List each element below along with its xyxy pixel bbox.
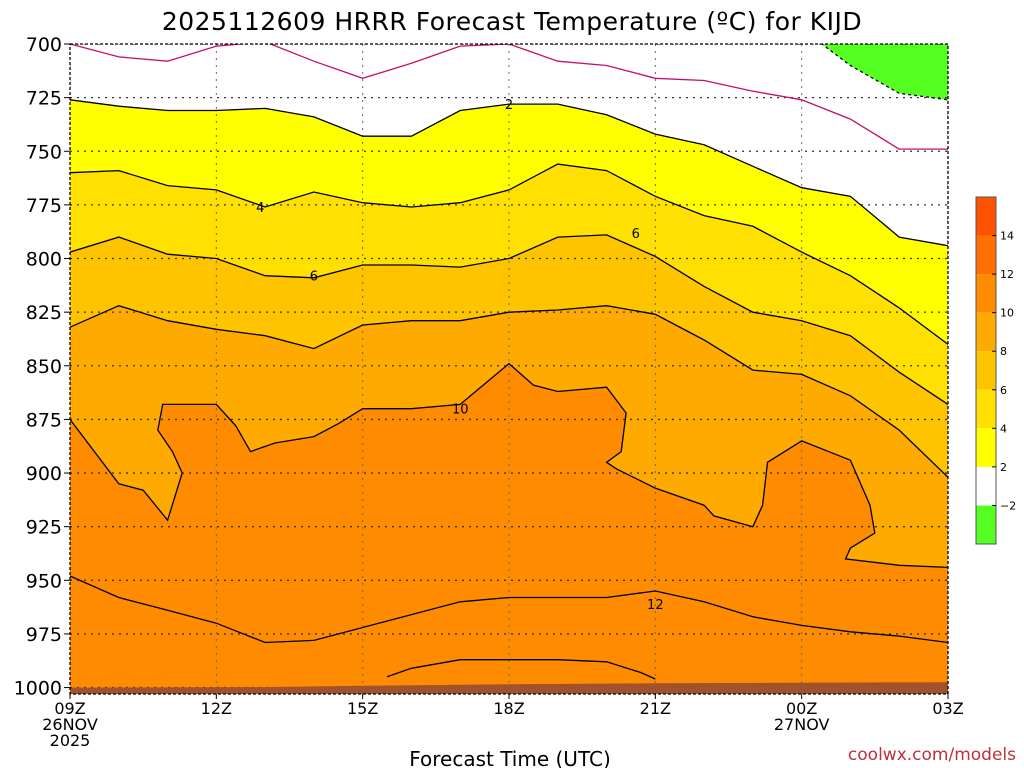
x-tick-label: 03Z — [932, 699, 963, 718]
plot-area: 2 4 6 6 10 12 — [69, 43, 949, 695]
y-tick-label: 800 — [26, 249, 62, 271]
colorbar-tick-label: 12 — [1000, 268, 1014, 281]
colorbar-bin — [976, 505, 996, 544]
x-tick-label: 09Z — [54, 699, 85, 718]
colorbar-tick-label: 2 — [1000, 461, 1007, 474]
fill-band-below-minus-2 — [821, 44, 948, 100]
colorbar-tick-label: 8 — [1000, 345, 1007, 358]
filled-contours: 2 4 6 6 10 12 — [70, 44, 948, 694]
colorbar-tick-label: 4 — [1000, 422, 1007, 435]
contour-label: 4 — [256, 201, 264, 216]
y-tick-label: 775 — [26, 195, 62, 217]
y-tick-label: 925 — [26, 517, 62, 539]
colorbar-bin — [976, 312, 996, 352]
contour-label: 6 — [310, 270, 318, 285]
y-tick-label: 825 — [26, 302, 62, 324]
colorbar-bin — [976, 466, 996, 506]
contour-label: 2 — [505, 98, 513, 113]
y-tick-label: 950 — [26, 570, 62, 592]
colorbar-frame — [975, 196, 997, 545]
x-tick-label: 27NOV — [774, 715, 830, 734]
colorbar-tick-label: 6 — [1000, 384, 1007, 397]
isotherm-8 — [70, 305, 948, 478]
isotherm-0 — [70, 44, 948, 150]
y-tick-label: 1000 — [14, 678, 62, 700]
x-tick-label: 26NOV — [42, 715, 98, 734]
contour-label: 10 — [452, 403, 469, 418]
credit-link[interactable]: coolwx.com/models — [848, 745, 1016, 765]
colorbar-bin — [976, 274, 996, 313]
y-tick-label: 750 — [26, 141, 62, 163]
y-tick-label: 900 — [26, 463, 62, 485]
x-tick-label: 15Z — [347, 699, 378, 718]
x-axis-label: Forecast Time (UTC) — [409, 747, 611, 768]
colorbar-bin — [976, 428, 996, 467]
colorbar-tick-label: −2 — [1000, 499, 1016, 512]
y-tick-label: 700 — [26, 34, 62, 56]
y-tick-label: 975 — [26, 624, 62, 646]
isotherm-6 — [70, 234, 948, 405]
colorbar-bin — [976, 197, 996, 236]
contour-label: 12 — [647, 598, 664, 613]
x-tick-label: 21Z — [640, 699, 671, 718]
y-tick-label: 875 — [26, 409, 62, 431]
colorbar-bin — [976, 389, 996, 429]
colorbar: −2 2 4 6 8 10 12 14 — [975, 196, 1016, 545]
isotherm-12 — [70, 575, 948, 644]
colorbar-bin — [976, 351, 996, 390]
y-tick-label: 850 — [26, 356, 62, 378]
isotherm-14 — [386, 659, 656, 680]
isotherm-4 — [70, 163, 948, 345]
chart-title: 2025112609 HRRR Forecast Temperature (ºC… — [162, 7, 862, 36]
ground-surface — [70, 682, 948, 694]
colorbar-bin — [976, 235, 996, 275]
isotherm-2 — [70, 99, 948, 247]
x-tick-label: 00Z — [786, 699, 817, 718]
fill-band-2 — [70, 44, 948, 246]
axes: 7007257507758008258508759009259509751000… — [14, 34, 964, 750]
isotherm-10 — [70, 362, 948, 569]
x-tick-label: 2025 — [50, 731, 91, 750]
contour-label: 6 — [632, 227, 640, 242]
colorbar-tick-label: 14 — [1000, 230, 1014, 243]
x-tick-label: 18Z — [493, 699, 524, 718]
y-tick-label: 725 — [26, 88, 62, 110]
x-tick-label: 12Z — [201, 699, 232, 718]
colorbar-tick-label: 10 — [1000, 307, 1014, 320]
